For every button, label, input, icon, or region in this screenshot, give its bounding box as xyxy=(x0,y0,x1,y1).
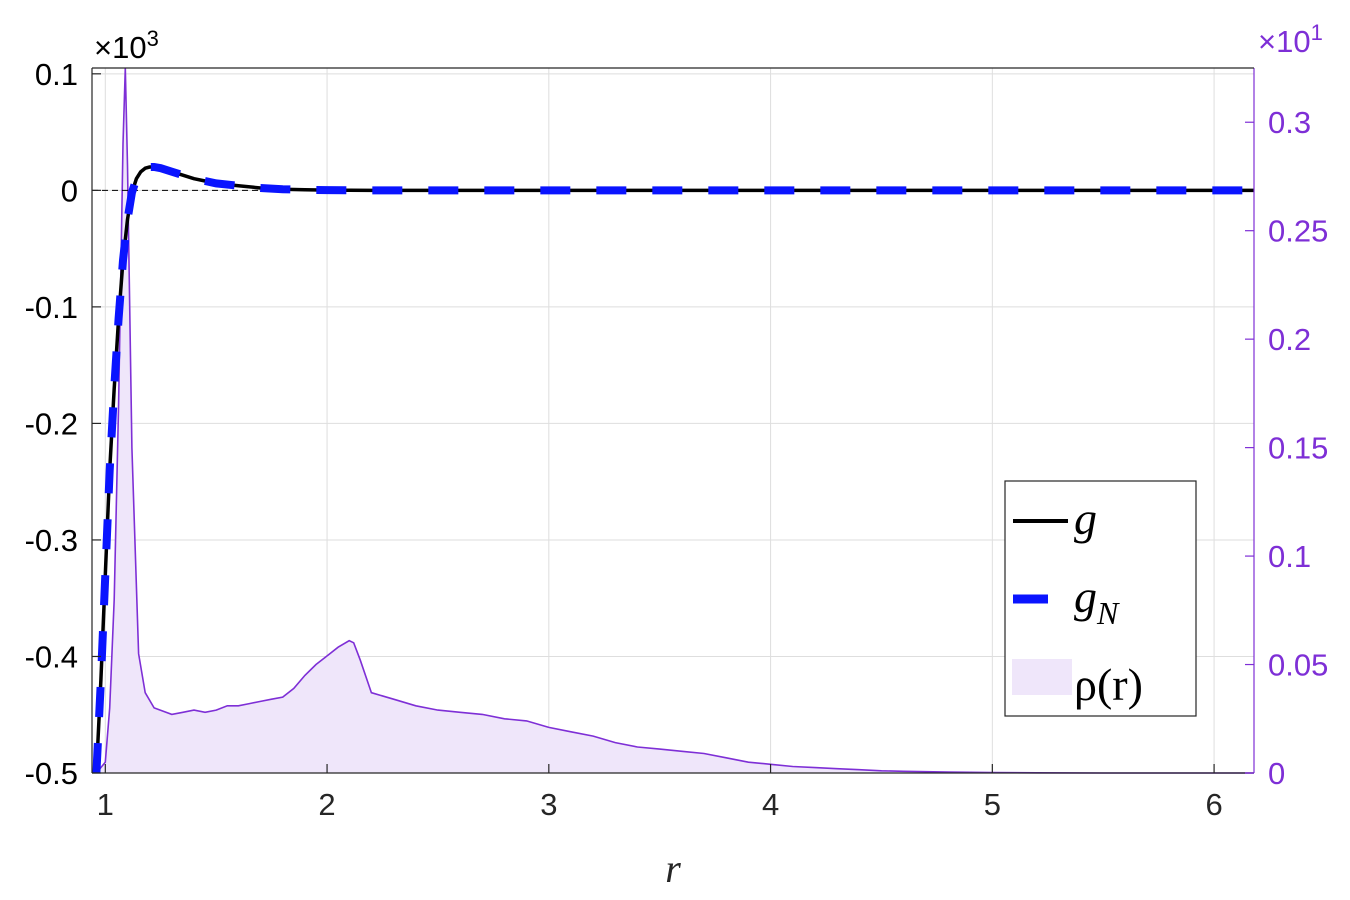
x-tick-label: 5 xyxy=(984,787,1001,822)
right-tick-label: 0.1 xyxy=(1268,539,1311,574)
right-tick-label: 0.05 xyxy=(1268,648,1328,683)
right-axis-exponent: ×101 xyxy=(1258,20,1323,59)
x-tick-label: 6 xyxy=(1205,787,1222,822)
legend-label-rho: ρ(r) xyxy=(1074,659,1143,710)
x-tick-label: 4 xyxy=(762,787,779,822)
series-gN-line xyxy=(92,163,1254,774)
left-tick-label: -0.2 xyxy=(25,406,78,441)
legend: g gN ρ(r) xyxy=(1004,480,1197,717)
left-axis-exponent: ×103 xyxy=(94,26,159,65)
axes xyxy=(91,67,1255,774)
legend-label-gN: gN xyxy=(1074,571,1120,631)
right-tick-label: 0.15 xyxy=(1268,431,1328,466)
x-tick-label: 3 xyxy=(540,787,557,822)
left-axis-exponent-power: 3 xyxy=(147,26,159,51)
left-tick-label: -0.4 xyxy=(25,639,78,674)
x-tick-label: 1 xyxy=(97,787,114,822)
legend-label-g: g xyxy=(1074,493,1097,544)
x-axis-label: r xyxy=(665,846,681,891)
right-tick-label: 0.25 xyxy=(1268,214,1328,249)
legend-swatch-rho xyxy=(1012,659,1072,695)
left-tick-label: -0.5 xyxy=(25,756,78,791)
density-area xyxy=(95,67,1254,774)
right-axis-exponent-base: ×10 xyxy=(1258,24,1311,59)
tick-labels: -0.5 -0.4 -0.3 -0.2 -0.1 0 0.1 0 0.05 0.1 0.15 0.2 0… xyxy=(25,57,1329,822)
right-tick-label: 0.3 xyxy=(1268,105,1311,140)
x-tick-label: 2 xyxy=(318,787,335,822)
right-tick-label: 0 xyxy=(1268,756,1285,791)
density-line xyxy=(95,67,1254,774)
right-tick-label: 0.2 xyxy=(1268,322,1311,357)
left-tick-label: 0 xyxy=(61,173,78,208)
left-tick-label: -0.1 xyxy=(25,290,78,325)
left-tick-label: -0.3 xyxy=(25,523,78,558)
right-axis-exponent-power: 1 xyxy=(1311,20,1323,45)
series-lines xyxy=(92,163,1254,774)
left-tick-label: 0.1 xyxy=(35,57,78,92)
left-axis-exponent-base: ×10 xyxy=(94,30,147,65)
